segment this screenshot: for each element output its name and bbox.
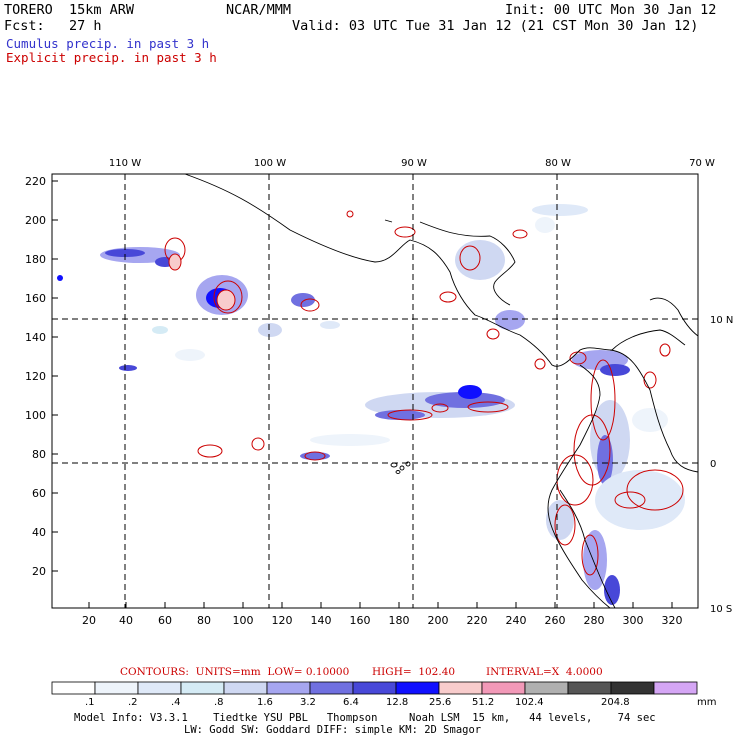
x-tick-label: 240: [506, 614, 527, 627]
y-tick-label: 180: [25, 253, 46, 266]
x-tick-label: 160: [350, 614, 371, 627]
colorbar-label: .4: [171, 697, 181, 708]
colorbar-swatch: [352, 681, 397, 695]
colorbar: [51, 681, 698, 695]
coastlines: [184, 173, 699, 609]
organization: NCAR/MMM: [226, 2, 292, 18]
graticule: [52, 174, 698, 608]
colorbar-label: .1: [85, 697, 95, 708]
colorbar-label: .2: [128, 697, 138, 708]
cumulus-fields: [57, 204, 685, 605]
lon-label: 100 W: [254, 158, 286, 169]
y-tick-label: 20: [32, 565, 46, 578]
colorbar-swatch: [223, 681, 268, 695]
model-info: Model Info: V3.3.1 Tiedtke YSU PBL Thomp…: [74, 712, 656, 724]
y-tick-label: 120: [25, 370, 46, 383]
y-tick-label: 80: [32, 448, 46, 461]
y-tick-label: 140: [25, 331, 46, 344]
contours-label: CONTOURS: UNITS=mm LOW= 0.10000: [120, 666, 350, 678]
colorbar-swatch: [309, 681, 354, 695]
colorbar-label: 25.6: [429, 697, 452, 708]
y-tick-label: 200: [25, 214, 46, 227]
lat-label: 10 N: [710, 315, 733, 326]
x-tick-label: 260: [545, 614, 566, 627]
model-name: TORERO 15km ARW: [4, 2, 135, 18]
x-tick-label: 120: [272, 614, 293, 627]
colorbar-swatch: [567, 681, 612, 695]
x-tick-label: 300: [623, 614, 644, 627]
x-tick-label: 320: [662, 614, 683, 627]
x-tick-label: 220: [467, 614, 488, 627]
colorbar-swatch: [180, 681, 225, 695]
x-tick-label: 140: [311, 614, 332, 627]
y-tick-label: 40: [32, 526, 46, 539]
colorbar-label: 3.2: [300, 697, 316, 708]
colorbar-swatch: [481, 681, 526, 695]
colorbar-swatch: [137, 681, 182, 695]
colorbar-label: 102.4: [515, 697, 544, 708]
map-frame: [51, 173, 699, 609]
colorbar-label: 1.6: [257, 697, 273, 708]
forecast-hour: Fcst: 27 h: [4, 18, 102, 34]
x-tick-label: 40: [119, 614, 133, 627]
x-tick-label: 60: [158, 614, 172, 627]
contours-high: HIGH= 102.40: [372, 666, 456, 678]
x-tick-label: 180: [389, 614, 410, 627]
galapagos-islands: [390, 461, 411, 474]
lon-label: 80 W: [545, 158, 571, 169]
colorbar-label: 12.8: [386, 697, 409, 708]
colorbar-label: 204.8: [601, 697, 630, 708]
lon-label: 70 W: [689, 158, 715, 169]
colorbar-swatch: [395, 681, 440, 695]
colorbar-swatch: [266, 681, 311, 695]
x-tick-label: 20: [82, 614, 96, 627]
cumulus-title: Cumulus precip. in past 3 h: [6, 36, 210, 51]
lon-label: 110 W: [109, 158, 141, 169]
colorbar-swatch: [524, 681, 569, 695]
colorbar-swatch: [94, 681, 139, 695]
y-tick-label: 160: [25, 292, 46, 305]
y-tick-label: 100: [25, 409, 46, 422]
colorbar-label: 51.2: [472, 697, 495, 708]
y-tick-label: 60: [32, 487, 46, 500]
init-time: Init: 00 UTC Mon 30 Jan 12: [505, 2, 717, 18]
explicit-title: Explicit precip. in past 3 h: [6, 50, 217, 65]
lon-label: 90 W: [401, 158, 427, 169]
colorbar-swatch: [610, 681, 655, 695]
colorbar-units: mm: [697, 697, 717, 708]
x-tick-label: 280: [584, 614, 605, 627]
x-tick-label: 200: [428, 614, 449, 627]
colorbar-swatch: [653, 681, 698, 695]
colorbar-swatch: [438, 681, 483, 695]
x-axis: [88, 602, 673, 608]
contours-interval: INTERVAL=X 4.0000: [486, 666, 603, 678]
y-axis: [52, 180, 58, 572]
valid-time: Valid: 03 UTC Tue 31 Jan 12 (21 CST Mon …: [292, 18, 699, 34]
y-tick-label: 220: [25, 175, 46, 188]
lat-label: 10 S: [710, 604, 732, 615]
lat-label: 0: [710, 459, 716, 470]
colorbar-label: 6.4: [343, 697, 359, 708]
x-tick-label: 100: [233, 614, 254, 627]
model-physics: LW: Godd SW: Goddard DIFF: simple KM: 2D…: [184, 724, 482, 736]
explicit-contours: [164, 210, 684, 576]
x-tick-label: 80: [197, 614, 211, 627]
colorbar-label: .8: [214, 697, 224, 708]
colorbar-swatch: [51, 681, 96, 695]
